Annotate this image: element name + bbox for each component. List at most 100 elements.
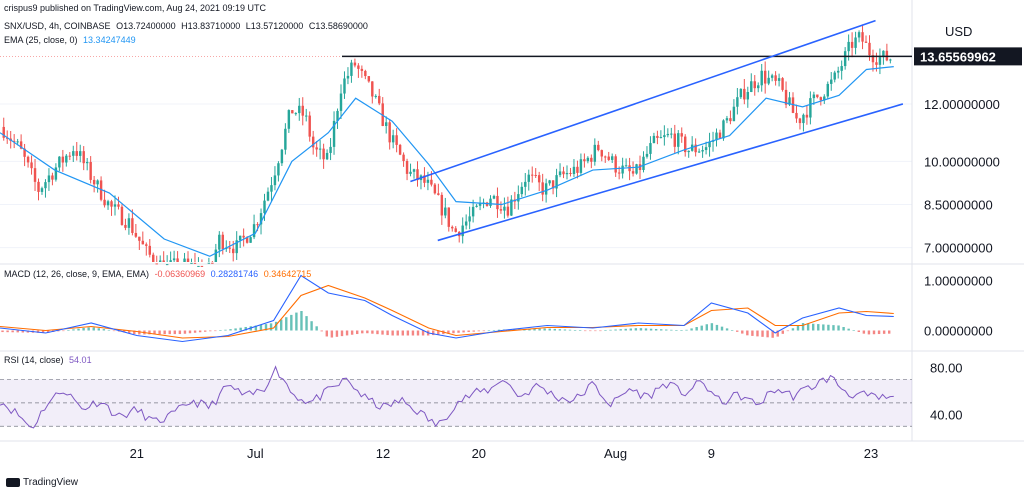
candle-body [857,32,861,38]
candle-body [760,70,763,86]
candle-body [757,85,760,89]
macd-histogram-bar [720,326,724,331]
candle-body [266,191,270,201]
macd-histogram-bar [705,324,708,331]
candle-body [40,188,44,192]
macd-histogram-bar [862,330,866,334]
candle-body [617,172,621,174]
macd-histogram-bar [528,328,531,331]
macd-histogram-bar [57,330,60,332]
candle-body [318,148,322,150]
macd-histogram-bar [741,330,744,334]
candle-body [683,136,687,153]
macd-histogram-bar [366,330,369,334]
macd-histogram-bar [128,330,131,334]
candle-body [464,221,468,226]
macd-label: MACD (12, 26, close, 9, EMA, EMA) [4,269,150,279]
candle-body [221,234,225,250]
macd-histogram-bar [371,330,374,334]
candle-body [889,59,892,61]
candle-body [412,169,416,172]
candle-body [277,163,280,176]
candle-body [165,264,169,266]
candle-body [520,186,524,195]
macd-histogram-bar [310,321,313,331]
high-value: 13.83710000 [187,21,241,31]
candle-body [583,159,586,162]
candle-body [127,218,131,228]
macd-histogram-bar [882,330,886,334]
candle-body [875,62,878,65]
macd-histogram-bar [543,328,546,331]
candle-body [405,161,409,174]
candle-body [280,149,284,164]
candle-body [322,148,325,160]
macd-histogram-bar [386,330,389,336]
candle-body [190,262,193,264]
macd-histogram-bar [756,330,759,337]
candle-body [245,237,249,243]
macd-histogram-bar [680,330,683,331]
macd-histogram-bar [872,330,876,335]
macd-histogram-bar [847,328,850,331]
candle-body [569,172,572,174]
macd-histogram-bar [639,328,643,331]
candle-body [343,78,346,94]
candle-body [652,135,656,144]
macd-value-1: -0.06360969 [154,269,206,279]
macd-histogram-bar [153,330,156,335]
candle-body [186,258,190,262]
macd-histogram-bar [548,328,551,331]
macd-histogram-bar [107,329,111,331]
candle-body [537,175,541,183]
macd-line [0,274,894,343]
macd-histogram-bar [376,330,379,335]
candle-body [694,144,697,153]
candle-body [645,153,649,157]
candle-body [631,171,635,174]
candle-body [346,75,350,79]
macd-histogram-bar [340,330,344,337]
ema-line [0,66,894,257]
candle-body [228,247,231,249]
candle-body [172,258,176,261]
candle-body [388,122,391,143]
macd-y-tick-label: 1.00000000 [924,274,993,289]
candle-body [732,106,736,122]
candle-body [871,55,875,63]
candle-body [416,169,419,181]
candle-body [79,151,82,156]
macd-histogram-bar [396,330,399,336]
candle-body [600,150,603,157]
macd-y-tick-label: 0.00000000 [924,324,993,339]
candle-body [409,171,412,174]
candle-body [158,260,162,262]
macd-histogram-bar [234,328,237,331]
candle-body [92,179,96,185]
candle-body [332,120,336,147]
rsi-label: RSI (14, close) [4,355,64,365]
candle-body [68,155,72,157]
tradingview-logo[interactable]: TradingView [6,477,78,488]
macd-histogram-bar [497,329,501,331]
macd-histogram-bar [46,330,50,333]
macd-histogram-bar [634,328,638,331]
macd-histogram-bar [533,328,536,331]
candle-body [802,114,805,124]
candle-body [531,174,534,176]
candle-body [770,75,774,78]
candle-body [19,141,23,149]
macd-histogram-bar [325,330,328,337]
macd-histogram-bar [447,330,450,334]
macd-histogram-bar [67,330,70,331]
candle-body [138,236,141,241]
macd-histogram-bar [290,314,293,331]
ohlc-header: SNX/USD, 4h, COINBASE O13.72400000 H13.8… [4,21,368,31]
candle-body [134,232,138,237]
candle-body [218,234,221,250]
candle-body [819,97,823,101]
candle-body [527,174,530,182]
candle-body [736,97,739,107]
macd-histogram-bar [842,327,845,331]
